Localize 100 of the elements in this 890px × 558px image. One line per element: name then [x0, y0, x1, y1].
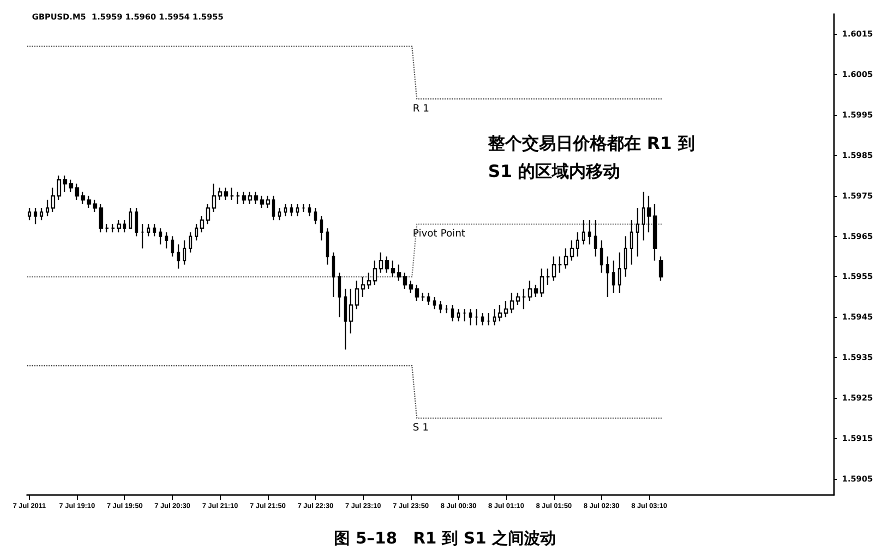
candlestick — [314, 207, 318, 225]
candlestick — [546, 268, 550, 286]
candlestick — [266, 195, 270, 209]
candlestick — [354, 280, 360, 310]
candlestick — [296, 203, 300, 217]
candlestick — [444, 304, 448, 314]
annotation: 整个交易日价格都在 R1 到 S1 的区域内移动 — [487, 134, 695, 182]
candlestick — [384, 256, 390, 274]
candlestick — [456, 308, 460, 322]
candlestick — [320, 216, 324, 241]
series-label: R 1 — [412, 103, 430, 114]
candlestick — [480, 312, 484, 326]
candlestick — [600, 240, 604, 274]
candlestick — [116, 220, 122, 233]
candlestick — [522, 288, 526, 310]
candlestick — [224, 187, 228, 201]
series-label: Pivot Point — [412, 228, 466, 240]
candlestick — [176, 244, 180, 270]
candlestick — [636, 207, 640, 258]
candlestick — [122, 220, 126, 233]
candlestick — [576, 232, 580, 258]
candlestick — [642, 191, 646, 241]
candlestick — [504, 300, 508, 318]
annotation: GBPUSD.M5 1.5959 1.5960 1.5954 1.5955 — [32, 12, 224, 22]
candlestick — [338, 272, 342, 318]
series-label: S 1 — [412, 422, 429, 434]
candlestick — [260, 195, 264, 209]
candlestick — [164, 232, 168, 250]
candlestick — [290, 203, 294, 217]
candlestick — [486, 312, 490, 326]
candlestick — [396, 264, 402, 282]
candlestick — [212, 183, 216, 213]
candlestick — [420, 292, 426, 302]
candlestick — [56, 175, 62, 201]
candlestick — [68, 179, 74, 192]
candlestick — [104, 224, 110, 233]
candlestick — [182, 240, 186, 266]
candlestick — [588, 220, 592, 245]
y-tick-label: 1.5955 — [842, 272, 874, 282]
candlestick — [378, 252, 384, 274]
candlestick — [110, 224, 116, 233]
candlestick — [390, 260, 396, 278]
candlestick — [652, 203, 658, 262]
candlestick — [50, 187, 56, 213]
candlestick — [646, 195, 652, 233]
candlestick — [432, 296, 436, 310]
candlestick — [80, 191, 86, 205]
candlestick — [98, 203, 104, 233]
candlestick — [284, 203, 288, 217]
y-tick-label: 1.6005 — [842, 70, 874, 80]
candlestick — [570, 240, 574, 262]
candlestick — [540, 268, 544, 298]
candlestick — [242, 191, 246, 205]
candlestick — [438, 300, 442, 314]
candlestick — [618, 252, 622, 294]
candlestick — [344, 288, 348, 350]
candlestick — [624, 236, 628, 278]
candlestick — [372, 260, 378, 286]
candlestick — [468, 308, 472, 326]
text: 图 5–18 R1 到 S1 之间波动 — [334, 528, 556, 548]
y-tick-label: 1.5925 — [842, 393, 874, 402]
candlestick — [40, 207, 44, 221]
candlestick — [134, 207, 138, 237]
y-tick-label: 1.6015 — [842, 30, 874, 39]
candlestick — [28, 207, 32, 221]
candlestick — [230, 187, 234, 201]
y-tick-label: 1.5975 — [842, 191, 874, 200]
candlestick — [62, 175, 68, 192]
candlestick — [272, 195, 276, 221]
candlestick — [194, 224, 198, 241]
y-tick-label: 1.5995 — [842, 110, 874, 120]
y-tick-label: 1.5965 — [842, 232, 874, 241]
candlestick — [92, 199, 98, 213]
candlestick — [612, 260, 616, 294]
candlestick — [414, 284, 420, 302]
candlestick — [564, 248, 568, 270]
y-tick-label: 1.5945 — [842, 312, 874, 322]
candlestick — [450, 304, 454, 322]
candlestick — [606, 256, 610, 298]
candlestick — [360, 276, 366, 298]
candlestick — [170, 236, 174, 258]
y-tick-label: 1.5935 — [842, 353, 874, 362]
candlestick — [348, 288, 354, 334]
candlestick — [34, 207, 38, 225]
candlestick — [152, 224, 156, 237]
candlestick — [402, 272, 408, 290]
candlestick — [582, 220, 586, 245]
candlestick — [206, 203, 210, 225]
candlestick — [498, 304, 502, 322]
candlestick — [278, 207, 282, 221]
candlestick — [594, 220, 598, 258]
candlestick — [510, 292, 514, 314]
candlestick — [302, 203, 306, 213]
candlestick — [74, 183, 80, 201]
candlestick — [146, 224, 150, 237]
candlestick — [552, 256, 556, 282]
candlestick — [254, 191, 258, 205]
candlestick — [462, 308, 466, 322]
candlestick — [86, 195, 92, 209]
candlestick — [158, 228, 162, 245]
